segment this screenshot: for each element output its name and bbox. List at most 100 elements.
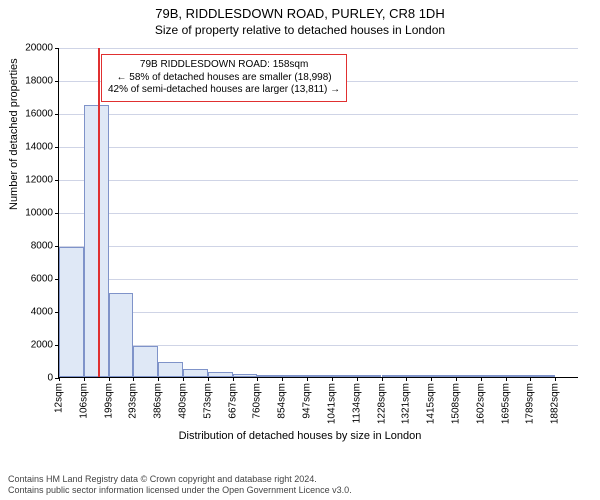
gridline [59, 213, 578, 214]
x-tick-label: 386sqm [153, 383, 164, 419]
annotation-line: 42% of semi-detached houses are larger (… [108, 84, 340, 97]
chart-title: 79B, RIDDLESDOWN ROAD, PURLEY, CR8 1DH [0, 0, 600, 21]
x-tick-label: 1882sqm [550, 383, 561, 424]
x-tick-label: 1134sqm [351, 383, 362, 423]
chart-container: 79B, RIDDLESDOWN ROAD, PURLEY, CR8 1DH S… [0, 0, 600, 500]
y-tick-label: 18000 [25, 76, 53, 87]
annotation-line: ← 58% of detached houses are smaller (18… [108, 72, 340, 85]
y-tick-mark [55, 81, 59, 82]
gridline [59, 48, 578, 49]
histogram-bar [84, 105, 109, 377]
gridline [59, 147, 578, 148]
histogram-bar [506, 375, 531, 377]
histogram-bar [183, 369, 208, 377]
y-tick-mark [55, 114, 59, 115]
x-tick-mark [431, 377, 432, 381]
histogram-bar [158, 362, 183, 377]
y-tick-label: 8000 [31, 241, 53, 252]
y-tick-label: 6000 [31, 274, 53, 285]
gridline [59, 279, 578, 280]
y-tick-mark [55, 147, 59, 148]
x-tick-mark [481, 377, 482, 381]
histogram-bar [481, 375, 506, 377]
histogram-bar [332, 375, 357, 377]
histogram-bar [59, 247, 84, 377]
x-tick-label: 854sqm [277, 383, 288, 419]
x-tick-mark [357, 377, 358, 381]
x-tick-mark [133, 377, 134, 381]
y-tick-label: 14000 [25, 142, 53, 153]
annotation-line: 79B RIDDLESDOWN ROAD: 158sqm [108, 59, 340, 72]
gridline [59, 114, 578, 115]
x-tick-label: 199sqm [103, 383, 114, 419]
x-tick-mark [555, 377, 556, 381]
y-tick-mark [55, 48, 59, 49]
histogram-bar [431, 375, 456, 377]
plot-area: 0200040006000800010000120001400016000180… [58, 48, 578, 378]
footer-line-1: Contains HM Land Registry data © Crown c… [8, 474, 592, 485]
y-tick-mark [55, 180, 59, 181]
x-tick-label: 1508sqm [450, 383, 461, 424]
annotation-box: 79B RIDDLESDOWN ROAD: 158sqm← 58% of det… [101, 54, 347, 102]
x-tick-label: 1321sqm [401, 383, 412, 424]
x-tick-mark [506, 377, 507, 381]
x-tick-label: 1695sqm [500, 383, 511, 424]
y-tick-label: 10000 [25, 208, 53, 219]
x-tick-label: 106sqm [78, 383, 89, 419]
x-tick-mark [282, 377, 283, 381]
x-tick-mark [158, 377, 159, 381]
histogram-bar [208, 372, 233, 377]
histogram-bar [530, 375, 555, 377]
x-tick-mark [530, 377, 531, 381]
histogram-bar [257, 375, 282, 377]
x-tick-label: 667sqm [227, 383, 238, 419]
y-tick-label: 2000 [31, 340, 53, 351]
x-tick-label: 1789sqm [525, 383, 536, 424]
x-tick-label: 1415sqm [426, 383, 437, 424]
x-tick-mark [307, 377, 308, 381]
histogram-bar [307, 375, 332, 377]
x-tick-label: 1602sqm [475, 383, 486, 424]
marker-line [98, 48, 100, 377]
x-tick-label: 573sqm [202, 383, 213, 419]
y-tick-label: 12000 [25, 175, 53, 186]
x-tick-label: 1228sqm [376, 383, 387, 424]
x-tick-label: 760sqm [252, 383, 263, 419]
x-tick-mark [257, 377, 258, 381]
x-tick-label: 12sqm [54, 383, 65, 413]
x-tick-mark [208, 377, 209, 381]
y-tick-mark [55, 213, 59, 214]
x-tick-mark [59, 377, 60, 381]
histogram-bar [456, 375, 481, 377]
y-tick-label: 4000 [31, 307, 53, 318]
gridline [59, 246, 578, 247]
x-tick-mark [183, 377, 184, 381]
y-axis-label: Number of detached properties [8, 58, 20, 210]
x-tick-label: 947sqm [302, 383, 313, 419]
x-tick-label: 1041sqm [326, 383, 337, 424]
footer-attribution: Contains HM Land Registry data © Crown c… [8, 474, 592, 496]
y-tick-label: 20000 [25, 43, 53, 54]
y-tick-label: 0 [47, 373, 53, 384]
chart-subtitle: Size of property relative to detached ho… [0, 21, 600, 41]
histogram-bar [109, 293, 134, 377]
histogram-bar [282, 375, 307, 377]
x-tick-mark [406, 377, 407, 381]
x-tick-mark [382, 377, 383, 381]
x-tick-mark [84, 377, 85, 381]
histogram-bar [233, 374, 258, 377]
histogram-bar [382, 375, 407, 377]
y-tick-label: 16000 [25, 109, 53, 120]
x-tick-mark [109, 377, 110, 381]
x-tick-mark [456, 377, 457, 381]
x-tick-label: 293sqm [128, 383, 139, 419]
x-tick-label: 480sqm [178, 383, 189, 419]
footer-line-2: Contains public sector information licen… [8, 485, 592, 496]
histogram-bar [406, 375, 431, 377]
x-tick-mark [233, 377, 234, 381]
histogram-bar [133, 346, 158, 377]
gridline [59, 312, 578, 313]
histogram-bar [357, 375, 382, 377]
gridline [59, 180, 578, 181]
x-axis-label: Distribution of detached houses by size … [0, 430, 600, 442]
